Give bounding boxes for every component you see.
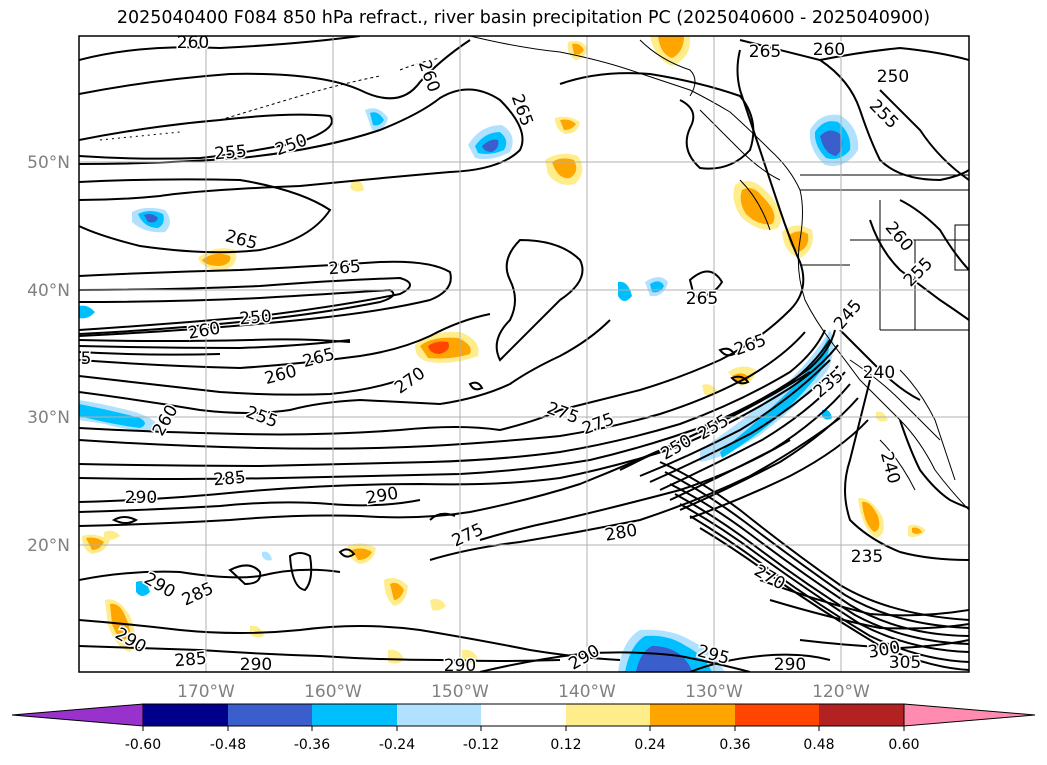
lon-tick-label: 160°W bbox=[304, 682, 362, 702]
lat-tick-label: 20°N bbox=[27, 536, 70, 556]
coastlines bbox=[99, 36, 969, 511]
colorbar-segment bbox=[312, 704, 397, 726]
contour-label: 290 bbox=[444, 656, 476, 676]
colorbar-segment bbox=[735, 704, 819, 726]
lon-tick-labels: 170°W 160°W 150°W 140°W 130°W 120°W bbox=[177, 682, 870, 702]
cyan-band-coast bbox=[700, 330, 834, 462]
contour-label: 235 bbox=[851, 547, 883, 567]
gridlines bbox=[79, 36, 969, 672]
map-panel: 260 265 260 250 260 265 255 250 255 265 … bbox=[79, 33, 969, 676]
lat-tick-label: 40°N bbox=[27, 281, 70, 301]
lat-tick-label: 50°N bbox=[27, 153, 70, 173]
refractivity-contours bbox=[79, 36, 969, 672]
colorbar-extend-high bbox=[903, 703, 1036, 727]
lon-tick-label: 150°W bbox=[431, 682, 489, 702]
contour-label: 250 bbox=[239, 307, 273, 330]
contour-label: 285 bbox=[213, 468, 247, 491]
contour-label: 290 bbox=[774, 655, 806, 675]
lon-tick-label: 130°W bbox=[685, 682, 743, 702]
colorbar-extend-low bbox=[11, 703, 144, 727]
map-title: 2025040400 F084 850 hPa refract., river … bbox=[116, 8, 931, 28]
lon-tick-label: 170°W bbox=[177, 682, 235, 702]
contour-label: 265 bbox=[749, 42, 781, 62]
contour-label: 265 bbox=[686, 289, 718, 309]
colorbar-tick-label: 0.12 bbox=[550, 737, 581, 753]
contour-label: 255 bbox=[214, 142, 248, 165]
alaska-coast bbox=[469, 36, 969, 511]
lat-tick-labels: 50°N 40°N 30°N 20°N bbox=[27, 153, 70, 556]
colorbar-segment bbox=[566, 704, 650, 726]
contour-label: 265 bbox=[328, 257, 362, 280]
contour-label: 290 bbox=[240, 655, 272, 675]
colorbar-segment bbox=[397, 704, 481, 726]
lon-tick-label: 140°W bbox=[558, 682, 616, 702]
colorbar-segment bbox=[228, 704, 312, 726]
lat-tick-label: 30°N bbox=[27, 408, 70, 428]
colorbar-tick-label: 0.24 bbox=[634, 737, 665, 753]
colorbar-tick-label: -0.36 bbox=[294, 737, 330, 753]
contour-label: 305 bbox=[889, 653, 921, 673]
contour-label: 260 bbox=[177, 33, 209, 53]
contour-label: 250 bbox=[877, 67, 909, 87]
map-frame bbox=[78, 35, 970, 673]
contour-label: 240 bbox=[863, 363, 895, 383]
colorbar-tick-label: -0.48 bbox=[210, 737, 246, 753]
colorbar-segment bbox=[650, 704, 735, 726]
precip-shading bbox=[79, 36, 926, 672]
contour-label: 285 bbox=[174, 649, 208, 672]
colorbar-tick-label: 0.48 bbox=[803, 737, 834, 753]
colorbar-segment bbox=[481, 704, 566, 726]
colorbar-tick-label: -0.60 bbox=[125, 737, 161, 753]
colorbar-outline bbox=[142, 703, 905, 727]
lon-tick-label: 120°W bbox=[812, 682, 870, 702]
colorbar-tick-label: 0.60 bbox=[888, 737, 919, 753]
contour-label: 290 bbox=[125, 488, 157, 508]
contour-label: 260 bbox=[813, 40, 845, 60]
colorbar-segment bbox=[819, 704, 904, 726]
colorbar-segment bbox=[143, 704, 228, 726]
colorbar-tick-label: -0.12 bbox=[463, 737, 499, 753]
colorbar-tick-label: -0.24 bbox=[379, 737, 415, 753]
colorbar: -0.60 -0.48 -0.36 -0.24 -0.12 0.12 0.24 … bbox=[11, 703, 1036, 753]
colorbar-tick-label: 0.36 bbox=[719, 737, 750, 753]
contour-label: 5 bbox=[81, 349, 92, 369]
